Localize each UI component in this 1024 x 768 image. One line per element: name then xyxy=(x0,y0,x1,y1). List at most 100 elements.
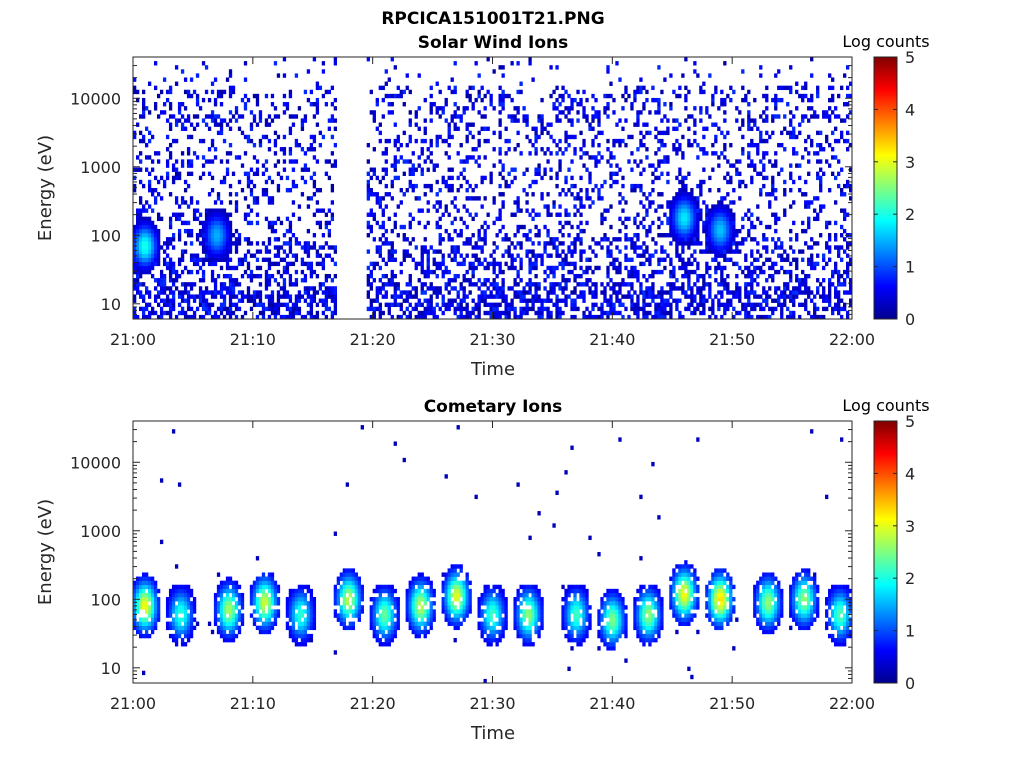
heatmap-cell xyxy=(624,118,628,123)
heatmap-cell xyxy=(804,85,808,91)
heatmap-cell xyxy=(546,159,550,164)
heatmap-cell xyxy=(660,142,664,148)
heatmap-cell xyxy=(147,294,152,299)
heatmap-cell xyxy=(468,265,472,271)
heatmap-cell xyxy=(639,282,643,287)
heatmap-cell xyxy=(396,286,400,291)
heatmap-cell xyxy=(525,208,529,213)
heatmap-cell xyxy=(513,200,517,205)
heatmap-cell xyxy=(753,294,757,299)
heatmap-cell xyxy=(141,233,146,238)
heatmap-cell xyxy=(315,302,320,308)
heatmap-cell xyxy=(306,97,311,103)
heatmap-cell xyxy=(609,241,613,246)
heatmap-cell xyxy=(609,310,613,316)
heatmap-cell xyxy=(792,298,796,303)
heatmap-cell xyxy=(705,220,709,226)
heatmap-cell xyxy=(696,204,700,209)
heatmap-cell xyxy=(675,241,679,246)
heatmap-cell xyxy=(543,249,547,254)
heatmap-cell xyxy=(708,175,712,181)
heatmap-cell xyxy=(156,314,161,320)
heatmap-cell xyxy=(612,261,616,267)
heatmap-cell xyxy=(759,73,763,78)
heatmap-cell xyxy=(666,118,670,123)
heatmap-cell xyxy=(663,310,667,316)
heatmap-cell xyxy=(750,212,754,217)
heatmap-cell xyxy=(198,278,203,283)
heatmap-cell xyxy=(387,93,391,99)
heatmap-cell xyxy=(759,134,763,140)
heatmap-cell xyxy=(462,241,466,246)
heatmap-cell xyxy=(456,302,460,308)
heatmap-cell xyxy=(774,290,778,295)
heatmap-cell xyxy=(561,257,565,262)
heatmap-cell xyxy=(291,114,296,119)
heatmap-cell xyxy=(156,609,161,614)
heatmap-cell xyxy=(267,273,272,279)
heatmap-cell xyxy=(765,257,769,262)
heatmap-cell xyxy=(138,233,143,238)
heatmap-cell xyxy=(231,278,236,283)
heatmap-cell xyxy=(267,294,272,299)
heatmap-cell xyxy=(198,220,203,226)
heatmap-cell xyxy=(213,228,218,234)
heatmap-cell xyxy=(765,192,769,197)
heatmap-cell xyxy=(291,302,296,308)
heatmap-cell xyxy=(651,220,655,226)
heatmap-cell xyxy=(762,183,766,189)
heatmap-cell xyxy=(579,253,583,258)
heatmap-cell xyxy=(399,306,403,312)
heatmap-cell xyxy=(204,257,209,262)
heatmap-cell xyxy=(180,249,185,254)
heatmap-cell xyxy=(136,253,140,258)
heatmap-cell xyxy=(474,97,478,103)
heatmap-cell xyxy=(762,110,766,115)
heatmap-cell xyxy=(330,85,335,91)
heatmap-cell xyxy=(822,114,826,119)
heatmap-cell xyxy=(144,142,149,148)
heatmap-cell xyxy=(183,642,188,647)
heatmap-cell xyxy=(471,155,475,160)
heatmap-cell xyxy=(594,183,598,189)
heatmap-cell xyxy=(171,233,176,238)
heatmap-cell xyxy=(759,65,763,70)
heatmap-cell xyxy=(639,130,643,136)
heatmap-cell xyxy=(168,237,173,242)
heatmap-cell xyxy=(231,592,236,598)
heatmap-cell xyxy=(720,200,724,205)
heatmap-cell xyxy=(498,151,502,156)
heatmap-cell xyxy=(381,167,385,172)
heatmap-cell xyxy=(207,302,212,308)
heatmap-cell xyxy=(738,310,742,316)
heatmap-cell xyxy=(258,282,263,287)
heatmap-cell xyxy=(564,89,568,95)
heatmap-cell xyxy=(756,265,760,271)
heatmap-cell xyxy=(246,183,251,189)
heatmap-cell xyxy=(753,306,757,312)
heatmap-cell xyxy=(624,257,628,262)
heatmap-cell xyxy=(207,192,212,197)
heatmap-cell xyxy=(783,302,787,308)
heatmap-cell xyxy=(318,298,323,303)
heatmap-cell xyxy=(705,249,709,254)
heatmap-cell xyxy=(444,302,448,308)
heatmap-cell xyxy=(252,617,257,622)
heatmap-cell xyxy=(603,298,607,303)
heatmap-cell xyxy=(465,294,469,299)
heatmap-cell xyxy=(696,142,700,148)
heatmap-cell xyxy=(324,286,329,291)
heatmap-cell xyxy=(138,261,143,267)
heatmap-cell xyxy=(180,625,185,631)
heatmap-cell xyxy=(177,261,182,267)
heatmap-cell xyxy=(534,179,538,185)
heatmap-cell xyxy=(711,302,715,308)
heatmap-cell xyxy=(333,57,338,62)
x-tick-label: 21:30 xyxy=(469,330,515,349)
heatmap-cell xyxy=(564,261,568,267)
heatmap-cell xyxy=(174,200,179,205)
heatmap-cell xyxy=(156,159,161,164)
heatmap-cell xyxy=(501,163,505,168)
heatmap-cell xyxy=(426,147,430,152)
heatmap-cell xyxy=(177,617,182,622)
